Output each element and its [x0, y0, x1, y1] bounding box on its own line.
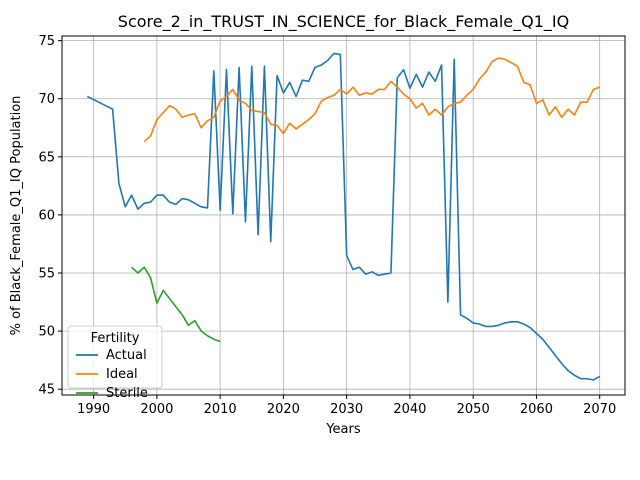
series-lines	[86, 52, 601, 381]
y-tick-label: 70	[38, 92, 55, 107]
x-axis-label: Years	[325, 422, 361, 437]
legend-title: Fertility	[91, 331, 140, 346]
series-line-ideal	[143, 57, 600, 143]
x-axis: 1990 2000 2010 2020 2030 2040 2050 2060 2070	[77, 395, 616, 417]
series-line-actual	[86, 52, 601, 381]
x-tick-label: 2000	[140, 402, 173, 417]
y-tick-label: 75	[38, 34, 55, 49]
y-tick-label: 65	[38, 150, 55, 165]
y-axis: 45 50 55 60 65 70 75	[38, 34, 62, 398]
legend: Fertility Actual Ideal Sterile	[67, 325, 163, 401]
legend-items: Actual Ideal Sterile	[76, 348, 148, 401]
y-tick-label: 60	[38, 208, 55, 223]
x-tick-label: 2040	[393, 402, 426, 417]
y-tick-label: 55	[38, 267, 55, 282]
y-axis-label: % of Black_Female_Q1_IQ Population	[9, 96, 24, 336]
chart-title: Score_2_in_TRUST_IN_SCIENCE_for_Black_Fe…	[118, 12, 569, 32]
legend-box	[67, 325, 163, 389]
x-tick-label: 1990	[77, 402, 110, 417]
x-tick-label: 2020	[267, 402, 300, 417]
x-tick-label: 2050	[457, 402, 490, 417]
series-line-sterile	[131, 266, 221, 343]
x-tick-label: 2010	[204, 402, 237, 417]
y-tick-label: 50	[38, 325, 55, 340]
x-tick-label: 2060	[520, 402, 553, 417]
y-tick-label: 45	[38, 383, 55, 398]
legend-label-sterile: Sterile	[106, 386, 148, 401]
x-tick-label: 2070	[583, 402, 616, 417]
plot-area-frame	[61, 35, 626, 396]
legend-label-actual: Actual	[106, 348, 147, 363]
x-tick-label: 2030	[330, 402, 363, 417]
legend-label-ideal: Ideal	[106, 367, 138, 382]
